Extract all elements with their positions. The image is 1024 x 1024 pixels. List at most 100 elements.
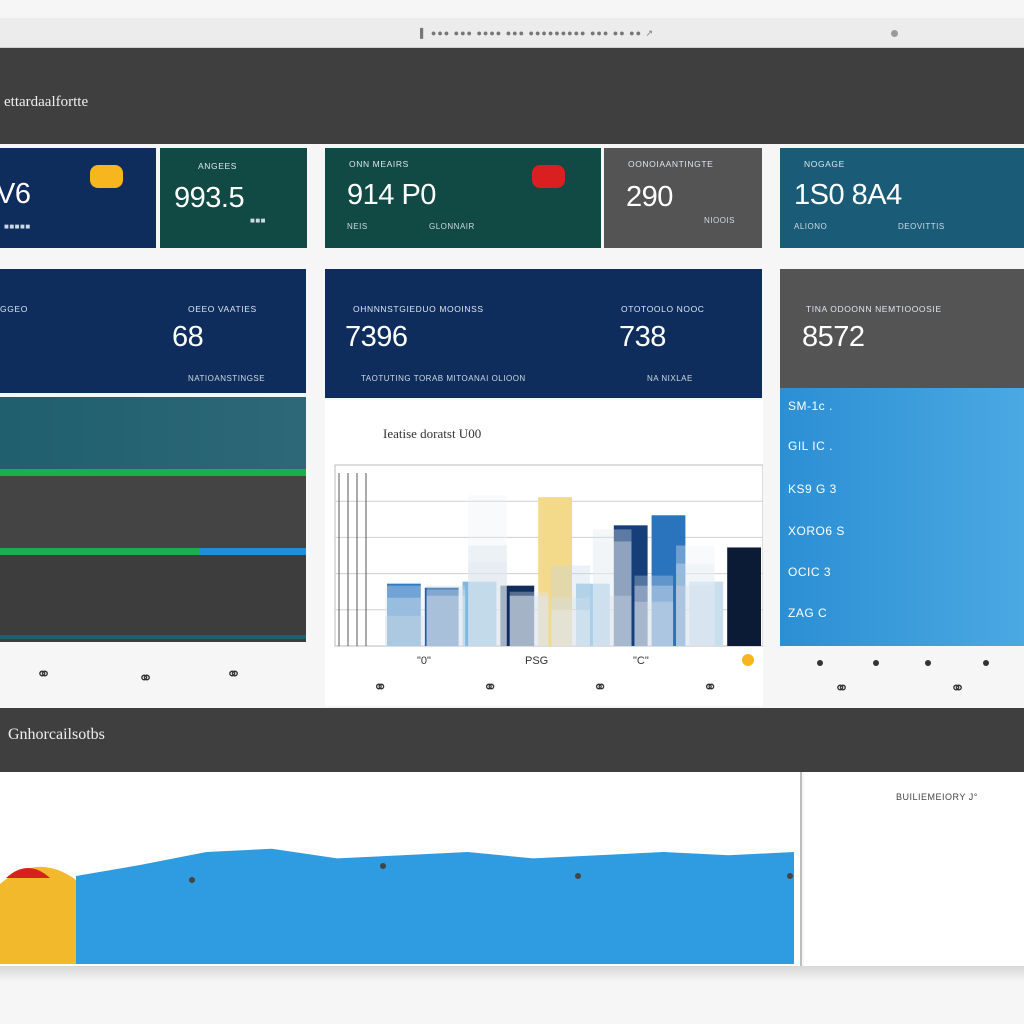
progress-header	[0, 397, 306, 469]
chart-bar-ghost	[468, 495, 507, 646]
link-icon[interactable]: ⚭	[834, 678, 850, 698]
chart-bar[interactable]	[500, 585, 535, 646]
pager-dot[interactable]	[817, 660, 823, 666]
area-chart-panel	[0, 772, 802, 966]
chart-bar[interactable]	[462, 581, 497, 646]
section-title: Gnhorcailsotbs	[8, 726, 105, 743]
chart-bar-ghost	[509, 595, 549, 646]
metric-label: TINA ODOONN NEMTIOOOSIE	[806, 304, 942, 314]
pager-dot[interactable]	[873, 660, 879, 666]
chart-bar-ghost	[634, 585, 674, 646]
kpi-card-5[interactable]: NOGAGE 1S0 8A4 ALIONO DEOVITTIS	[780, 148, 1024, 248]
progress-bar-green-2	[0, 548, 200, 555]
metric-value-left: 7396	[345, 321, 408, 353]
status-dot-icon[interactable]	[742, 654, 754, 666]
chart-bar-ghost	[426, 589, 466, 646]
list-item[interactable]: XORO6 S	[788, 524, 845, 538]
list-item[interactable]: GIL IC .	[788, 439, 833, 453]
link-icon[interactable]: ⚭	[950, 678, 966, 698]
chart-bar[interactable]	[424, 587, 459, 646]
progress-bar-blue	[200, 548, 306, 555]
chart-bar-ghost	[551, 565, 590, 646]
chart-bar-ghost	[592, 595, 632, 646]
progress-row-1	[0, 469, 306, 549]
link-icon[interactable]: ⚭	[483, 678, 497, 697]
kpi-sub: NIOOIS	[704, 216, 736, 225]
kpi-value: 914 P0	[347, 179, 436, 211]
progress-row-2	[0, 549, 306, 642]
metric-card-2[interactable]: OHNNNSTGIEDUO MOOINSS OTOTOOLO NOOC 7396…	[325, 269, 762, 398]
chart-bar[interactable]	[727, 547, 761, 646]
list-item[interactable]: ZAG C	[788, 606, 828, 620]
metric-value-right: 738	[619, 321, 666, 353]
kpi-sub: ■■■	[250, 216, 266, 225]
kpi-value: V6	[0, 178, 31, 210]
link-icon[interactable]: ⚭	[703, 678, 717, 697]
header-bar: ettardaalfortte	[0, 48, 1024, 144]
window-control-icon[interactable]	[891, 30, 898, 37]
progress-panel	[0, 397, 306, 642]
kpi-card-4[interactable]: OONOIAANTINGTE 290 NIOOIS	[604, 148, 762, 248]
kpi-sub-left: NEIS	[347, 222, 368, 231]
metric-label-right: OEEO VAATIES	[188, 304, 257, 314]
kpi-card-3[interactable]: ONN MEAIRS 914 P0 NEIS GLONNAIR	[325, 148, 601, 248]
chart-bar-ghost	[676, 545, 715, 646]
metric-card-3[interactable]: TINA ODOONN NEMTIOOOSIE 8572	[780, 269, 1024, 388]
dashboard-title: ettardaalfortte	[4, 94, 89, 110]
chart-bar[interactable]	[538, 497, 572, 646]
chart-bar-ghost	[468, 561, 507, 646]
chart-bar[interactable]	[576, 583, 610, 646]
chart-bar-ghost	[676, 563, 715, 646]
area-marker-icon	[6, 868, 50, 878]
data-point[interactable]	[787, 873, 793, 879]
kpi-card-2[interactable]: ANGEES 993.5 ■■■	[160, 148, 307, 248]
pager-dot[interactable]	[925, 660, 931, 666]
chart-bar-ghost	[468, 545, 507, 646]
data-point[interactable]	[575, 873, 581, 879]
metric-sub-left: TAOTUTING TORAB MITOANAI OLIOON	[361, 374, 526, 383]
chart-title: Ieatise doratst U00	[383, 426, 482, 441]
kpi-sub-left: ALIONO	[794, 222, 828, 231]
chart-bar-ghost	[592, 541, 632, 646]
chart-bar-ghost	[426, 595, 466, 646]
area-segment[interactable]	[0, 866, 76, 964]
metric-label-left: OHNNNSTGIEDUO MOOINSS	[353, 304, 484, 314]
chart-bar-ghost	[551, 597, 590, 646]
bar-chart: "0" PSG "C" ⚭ ⚭ ⚭ ⚭	[334, 464, 763, 697]
kpi-card-1[interactable]: V6 ■■■■■	[0, 148, 156, 248]
x-tick-label: "0"	[417, 655, 431, 667]
page-shadow	[0, 966, 1024, 982]
chart-bar[interactable]	[651, 515, 686, 646]
pager-dot[interactable]	[983, 660, 989, 666]
link-icon[interactable]: ⚭	[593, 678, 607, 697]
kpi-label: ONN MEAIRS	[349, 159, 409, 169]
kpi-label: ANGEES	[198, 161, 238, 171]
kpi-value: 1S0 8A4	[794, 179, 902, 211]
link-icon[interactable]: ⚭	[373, 678, 387, 697]
metric-label-left: GGEO	[0, 304, 28, 314]
area-series[interactable]	[76, 848, 794, 964]
sidebar-label: BUILIEMEIORY J°	[896, 792, 978, 802]
kpi-sub-right: DEOVITTIS	[898, 222, 945, 231]
progress-bar-teal	[0, 635, 306, 639]
metric-value: 8572	[802, 321, 865, 353]
link-icon[interactable]: ⚭	[226, 664, 242, 684]
chart-bar-ghost	[634, 575, 674, 646]
data-point[interactable]	[189, 877, 195, 883]
chart-bar[interactable]	[387, 583, 421, 646]
chart-bar[interactable]	[613, 525, 648, 646]
metric-sub-right: NA NIXLAE	[647, 374, 693, 383]
link-icon[interactable]: ⚭	[138, 668, 154, 688]
metric-card-1[interactable]: GGEO OEEO VAATIES 68 NATIOANSTINGSE	[0, 269, 306, 393]
list-item[interactable]: SM-1c .	[788, 399, 833, 413]
kpi-label: NOGAGE	[804, 159, 845, 169]
section-header: Gnhorcailsotbs	[0, 708, 1024, 772]
x-tick-label: "C"	[633, 655, 649, 667]
data-point[interactable]	[380, 863, 386, 869]
list-item[interactable]: OCIC 3	[788, 565, 832, 579]
link-icon[interactable]: ⚭	[36, 664, 52, 684]
list-item[interactable]: KS9 G 3	[788, 482, 837, 496]
chart-bar[interactable]	[689, 581, 724, 646]
progress-bar-green-1	[0, 469, 306, 476]
kpi-value: 993.5	[174, 182, 245, 214]
